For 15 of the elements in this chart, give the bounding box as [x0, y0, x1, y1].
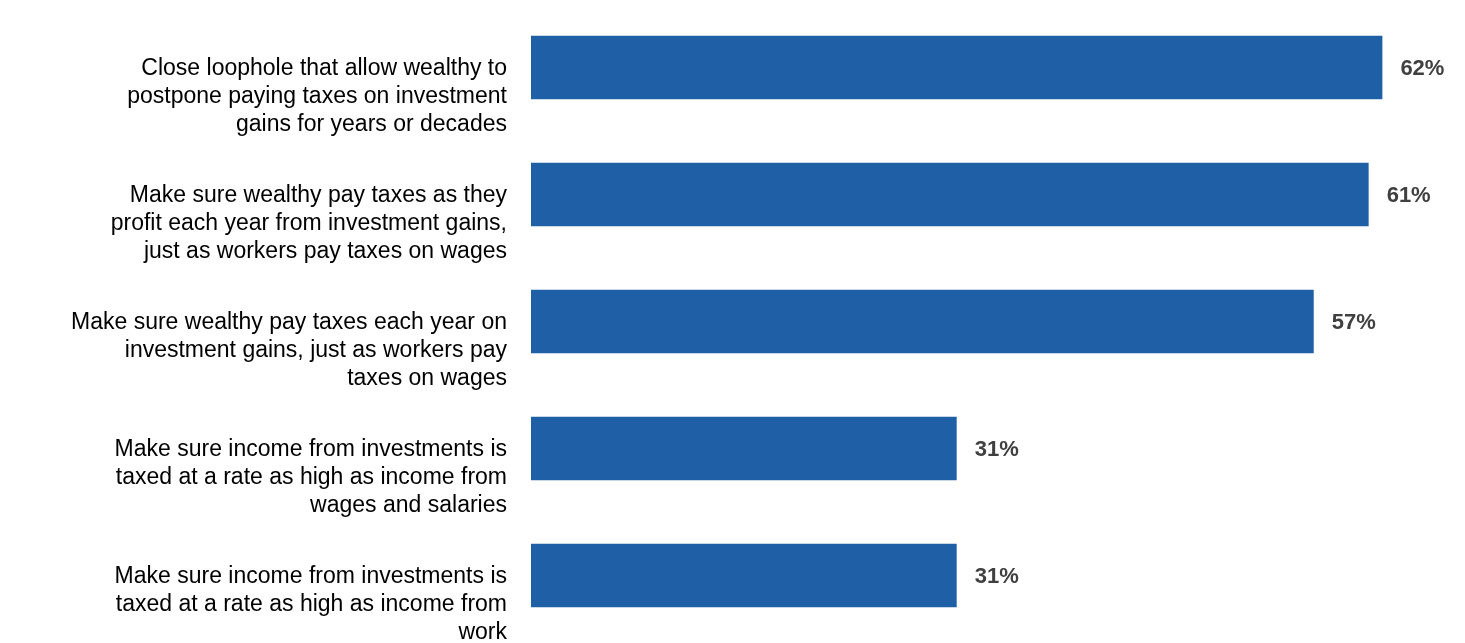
bar [531, 543, 957, 608]
bar [531, 35, 1383, 100]
data-label: 61% [1386, 181, 1431, 207]
data-label: 31% [974, 435, 1019, 461]
data-label: 31% [974, 562, 1019, 588]
y-tick-label: Make sure income from investments is taxed at a rate as high as income from wages and salaries [114, 434, 507, 517]
bar [531, 416, 957, 481]
y-tick-label: Make sure wealthy pay taxes as they profit each year from investment gains, just as workers pay taxes on wages [110, 180, 508, 263]
y-tick-label: Make sure income from investments is taxed at a rate as high as income from work [114, 561, 508, 643]
bar [531, 162, 1369, 227]
bar [531, 289, 1314, 354]
data-label: 57% [1331, 308, 1376, 334]
data-label: 62% [1400, 54, 1445, 80]
y-tick-label: Make sure wealthy pay taxes each year on investment gains, just as workers pay taxes on wages [71, 307, 508, 390]
y-tick-label: Close loophole that allow wealthy to postpone paying taxes on investment gains for years or decades [127, 53, 508, 136]
